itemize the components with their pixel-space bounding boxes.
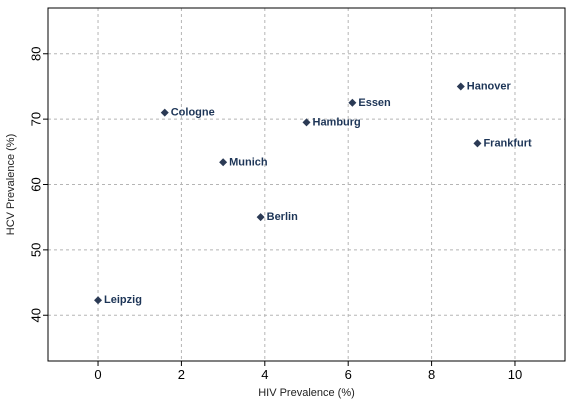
x-tick-label: 6 [345, 367, 352, 382]
grid [48, 8, 565, 361]
data-point-label: Cologne [171, 107, 215, 119]
x-tick-label: 2 [178, 367, 185, 382]
data-point-label: Essen [358, 97, 391, 109]
data-point [302, 118, 311, 127]
data-point-label: Hamburg [313, 116, 361, 128]
data-point [219, 158, 228, 167]
data-point-label: Munich [229, 156, 268, 168]
data-point [94, 296, 103, 305]
x-tick-label: 10 [508, 367, 522, 382]
data-point-label: Leipzig [104, 294, 142, 306]
data-point [473, 139, 482, 148]
data-points: Leipzig Cologne Munich Berlin Hamburg Essen Ha… [94, 80, 532, 306]
data-point-label: Hanover [467, 80, 512, 92]
data-point [348, 98, 357, 107]
y-tick-label: 40 [29, 308, 44, 322]
data-point-label: Frankfurt [483, 137, 532, 149]
data-point-label: Berlin [267, 211, 298, 223]
y-tick-label: 50 [29, 243, 44, 257]
y-tick-label: 80 [29, 47, 44, 61]
x-tick-label: 4 [261, 367, 268, 382]
axis-ticks: 0 2 4 6 8 10 40 50 60 70 80 [29, 47, 523, 382]
data-point [256, 213, 265, 222]
y-tick-label: 60 [29, 177, 44, 191]
data-point [160, 108, 169, 117]
y-axis-label: HCV Prevalence (%) [5, 134, 17, 235]
x-axis-label: HIV Prevalence (%) [258, 387, 355, 399]
x-tick-label: 0 [94, 367, 101, 382]
x-tick-label: 8 [428, 367, 435, 382]
data-point [456, 82, 465, 91]
y-tick-label: 70 [29, 112, 44, 126]
